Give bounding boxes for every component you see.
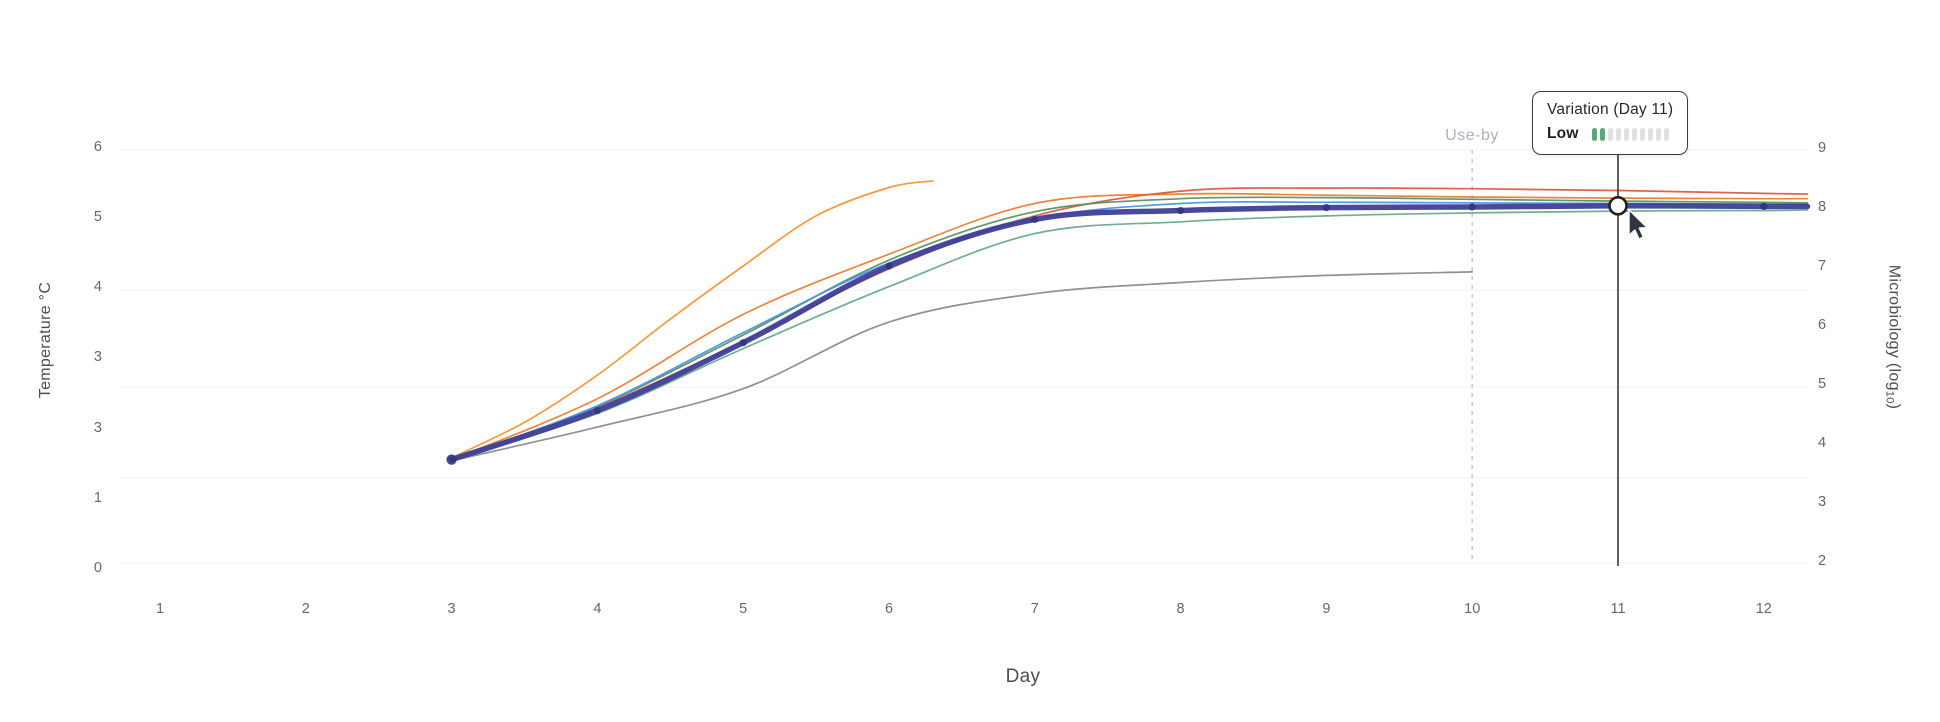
right-axis-tick: 3 bbox=[1818, 494, 1826, 510]
tooltip-level-label: Low bbox=[1547, 125, 1579, 142]
variation-pill bbox=[1607, 127, 1613, 141]
x-axis-tick: 6 bbox=[885, 601, 893, 617]
left-axis-tick: 0 bbox=[94, 560, 102, 576]
x-axis-tick: 5 bbox=[739, 601, 747, 617]
series-marker-main-prediction bbox=[739, 339, 747, 347]
left-axis-tick: 3 bbox=[94, 349, 102, 365]
use-by-label: Use-by bbox=[1445, 127, 1499, 144]
x-axis-tick: 10 bbox=[1464, 601, 1480, 617]
left-axis-title: Temperature °C bbox=[37, 281, 54, 399]
series-line-growth-run-gray bbox=[450, 271, 1474, 462]
series-line-main-prediction bbox=[448, 203, 1811, 463]
left-axis-tick: 3 bbox=[94, 420, 102, 436]
x-axis-tick: 12 bbox=[1756, 601, 1772, 617]
right-axis-tick: 6 bbox=[1818, 317, 1826, 333]
variation-pill bbox=[1623, 127, 1629, 141]
x-axis-tick: 2 bbox=[302, 601, 310, 617]
x-axis-tick: 9 bbox=[1322, 601, 1330, 617]
series-marker-main-prediction bbox=[1031, 215, 1039, 223]
tooltip-title: Variation (Day 11) bbox=[1547, 101, 1674, 118]
x-axis-title: Day bbox=[1005, 666, 1041, 687]
variation-pill bbox=[1631, 127, 1637, 141]
right-axis-tick: 9 bbox=[1818, 140, 1826, 156]
right-axis-title-close: ) bbox=[1885, 403, 1903, 410]
right-axis-title-sub: 10 bbox=[1883, 390, 1896, 404]
right-axis-tick: 7 bbox=[1818, 258, 1826, 274]
series-marker-main-prediction bbox=[1468, 203, 1476, 211]
series-line-growth-run-red bbox=[450, 187, 1809, 461]
right-axis-tick: 8 bbox=[1818, 199, 1826, 215]
x-axis-tick: 1 bbox=[156, 601, 164, 617]
variation-pill bbox=[1663, 127, 1669, 141]
x-axis-tick: 11 bbox=[1610, 601, 1625, 617]
variation-scale bbox=[1591, 127, 1669, 141]
left-axis-tick: 1 bbox=[94, 490, 102, 506]
series-marker-main-prediction bbox=[446, 454, 457, 465]
series-marker-main-prediction bbox=[593, 406, 602, 415]
right-axis-tick: 4 bbox=[1818, 435, 1826, 451]
series-marker-main-prediction bbox=[1177, 206, 1185, 215]
series-marker-main-prediction bbox=[1760, 202, 1768, 211]
left-axis-tick: 5 bbox=[94, 209, 102, 225]
series-line-growth-run-orange-steep bbox=[450, 180, 934, 459]
right-axis-title: Microbiology (log10) bbox=[1883, 265, 1902, 410]
tooltip-row: Low bbox=[1547, 125, 1673, 143]
variation-pill bbox=[1599, 127, 1605, 141]
right-axis-tick: 5 bbox=[1818, 376, 1826, 392]
x-axis-tick: 3 bbox=[448, 601, 456, 617]
x-axis-tick: 8 bbox=[1177, 601, 1185, 617]
variation-pill bbox=[1639, 127, 1645, 141]
series-marker-main-prediction bbox=[1322, 203, 1330, 212]
right-axis-title-main: Microbiology (log bbox=[1885, 264, 1903, 391]
left-axis-tick: 4 bbox=[94, 279, 102, 295]
variation-pill bbox=[1591, 127, 1597, 141]
variation-pill bbox=[1615, 127, 1621, 141]
series-line-growth-run-green bbox=[450, 196, 1809, 461]
x-axis-tick: 7 bbox=[1031, 601, 1039, 617]
series-line-growth-run-teal bbox=[450, 209, 1809, 461]
variation-pill bbox=[1647, 127, 1653, 141]
x-axis-tick: 4 bbox=[593, 601, 601, 617]
mouse-cursor-icon bbox=[1628, 209, 1648, 240]
series-line-growth-run-orange bbox=[450, 192, 1809, 461]
left-axis-tick: 6 bbox=[94, 139, 102, 155]
hover-point-marker[interactable] bbox=[1608, 196, 1628, 216]
series-marker-main-prediction bbox=[885, 262, 893, 270]
variation-tooltip: Variation (Day 11) Low bbox=[1532, 91, 1689, 155]
variation-pill bbox=[1655, 127, 1661, 141]
right-axis-tick: 2 bbox=[1818, 553, 1826, 569]
